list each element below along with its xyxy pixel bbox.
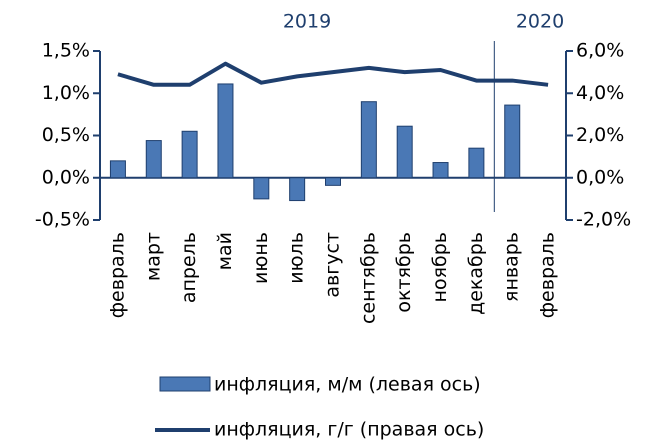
x-tick-label: январь (501, 232, 523, 302)
year-label: 2020 (516, 11, 564, 33)
y-tick-label: -0,5% (35, 209, 90, 231)
bar (396, 125, 413, 179)
x-tick-label: февраль (106, 232, 128, 318)
y-tick-label: 1,0% (42, 82, 90, 104)
bar (217, 83, 234, 179)
line (117, 61, 549, 87)
legend-swatch (159, 376, 211, 392)
bar (109, 160, 126, 179)
y2-tick-label: 2,0% (576, 124, 624, 146)
bar (325, 177, 341, 186)
bar (145, 140, 162, 179)
y-tick-label: 0,5% (42, 124, 90, 146)
x-tick-label: май (214, 232, 236, 270)
bar (253, 177, 270, 200)
legend-label: инфляция, м/м (левая ось) (214, 374, 481, 396)
bar (504, 104, 521, 179)
x-tick-label: ноябрь (429, 232, 451, 302)
x-tick-label: август (322, 232, 344, 298)
y-tick-label: 1,5% (42, 40, 90, 62)
x-tick-label: март (142, 232, 164, 281)
y-tick-label: 0,0% (42, 166, 90, 188)
y2-tick-label: 4,0% (576, 82, 624, 104)
x-tick-label: декабрь (465, 232, 487, 315)
x-tick-label: апрель (178, 232, 200, 303)
y2-tick-label: -2,0% (576, 209, 631, 231)
x-tick-label: июнь (250, 232, 272, 284)
bar (360, 101, 377, 179)
bar (181, 130, 198, 179)
y2-tick-label: 6,0% (576, 40, 624, 62)
bar (289, 177, 306, 202)
bar (468, 147, 485, 179)
bar (432, 162, 449, 179)
year-label: 2019 (283, 11, 331, 33)
legend-label: инфляция, г/г (правая ось) (214, 419, 484, 441)
x-tick-label: сентябрь (357, 232, 379, 324)
y2-tick-label: 0,0% (576, 166, 624, 188)
x-tick-label: октябрь (393, 232, 415, 313)
x-tick-label: июль (286, 232, 308, 284)
x-tick-label: февраль (537, 232, 559, 318)
